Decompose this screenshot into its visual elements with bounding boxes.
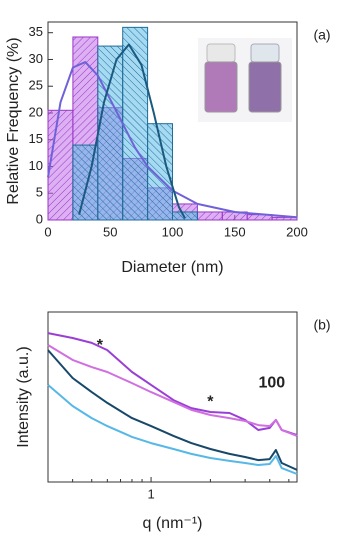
x-tick-label: 1 xyxy=(147,486,154,501)
histogram-bar-hatch xyxy=(122,26,149,221)
panel-label: (b) xyxy=(313,317,330,333)
x-tick-label: 200 xyxy=(286,224,308,239)
y-tick-label: 15 xyxy=(29,131,43,146)
panel: (b) q (nm⁻¹) Intensity (a.u.) 1 * * 100 xyxy=(15,311,331,532)
y-tick-label: 35 xyxy=(29,24,43,39)
histogram-bar-hatch xyxy=(172,211,198,221)
histogram-bar-hatch xyxy=(97,45,124,221)
panel: (a) Diameter (nm) Relative Frequency (%) 0 5… xyxy=(5,21,331,276)
intensity-curve xyxy=(47,384,298,475)
y-tick-label: 30 xyxy=(29,51,43,66)
histogram-bar-hatch xyxy=(196,211,223,221)
panel-label: (a) xyxy=(313,27,330,43)
x-tick-label: 150 xyxy=(224,224,246,239)
intensity-curve xyxy=(47,349,298,471)
photo-inset xyxy=(198,38,292,122)
x-tick-label: 100 xyxy=(162,224,184,239)
histogram-bar-hatch xyxy=(271,216,298,221)
y-tick-label: 20 xyxy=(29,104,43,119)
plot-frame xyxy=(47,311,298,483)
fit-curve xyxy=(47,61,298,219)
y-tick-label: 10 xyxy=(29,158,43,173)
annotation: * xyxy=(97,337,104,354)
fit-curve xyxy=(78,43,186,219)
y-axis-label: Intensity (a.u.) xyxy=(15,346,32,447)
y-tick-label: 5 xyxy=(36,185,43,200)
x-axis-label: q (nm⁻¹) xyxy=(143,515,203,532)
x-tick-label: 50 xyxy=(103,224,117,239)
annotation: 100 xyxy=(259,375,286,392)
y-axis-label: Relative Frequency (%) xyxy=(5,37,22,204)
x-axis-label: Diameter (nm) xyxy=(121,259,223,276)
histogram-bar-hatch xyxy=(47,109,74,221)
annotation: * xyxy=(207,393,214,410)
y-tick-label: 25 xyxy=(29,78,43,93)
x-tick-label: 0 xyxy=(44,224,51,239)
intensity-curve xyxy=(47,344,298,437)
y-tick-label: 0 xyxy=(36,211,43,226)
